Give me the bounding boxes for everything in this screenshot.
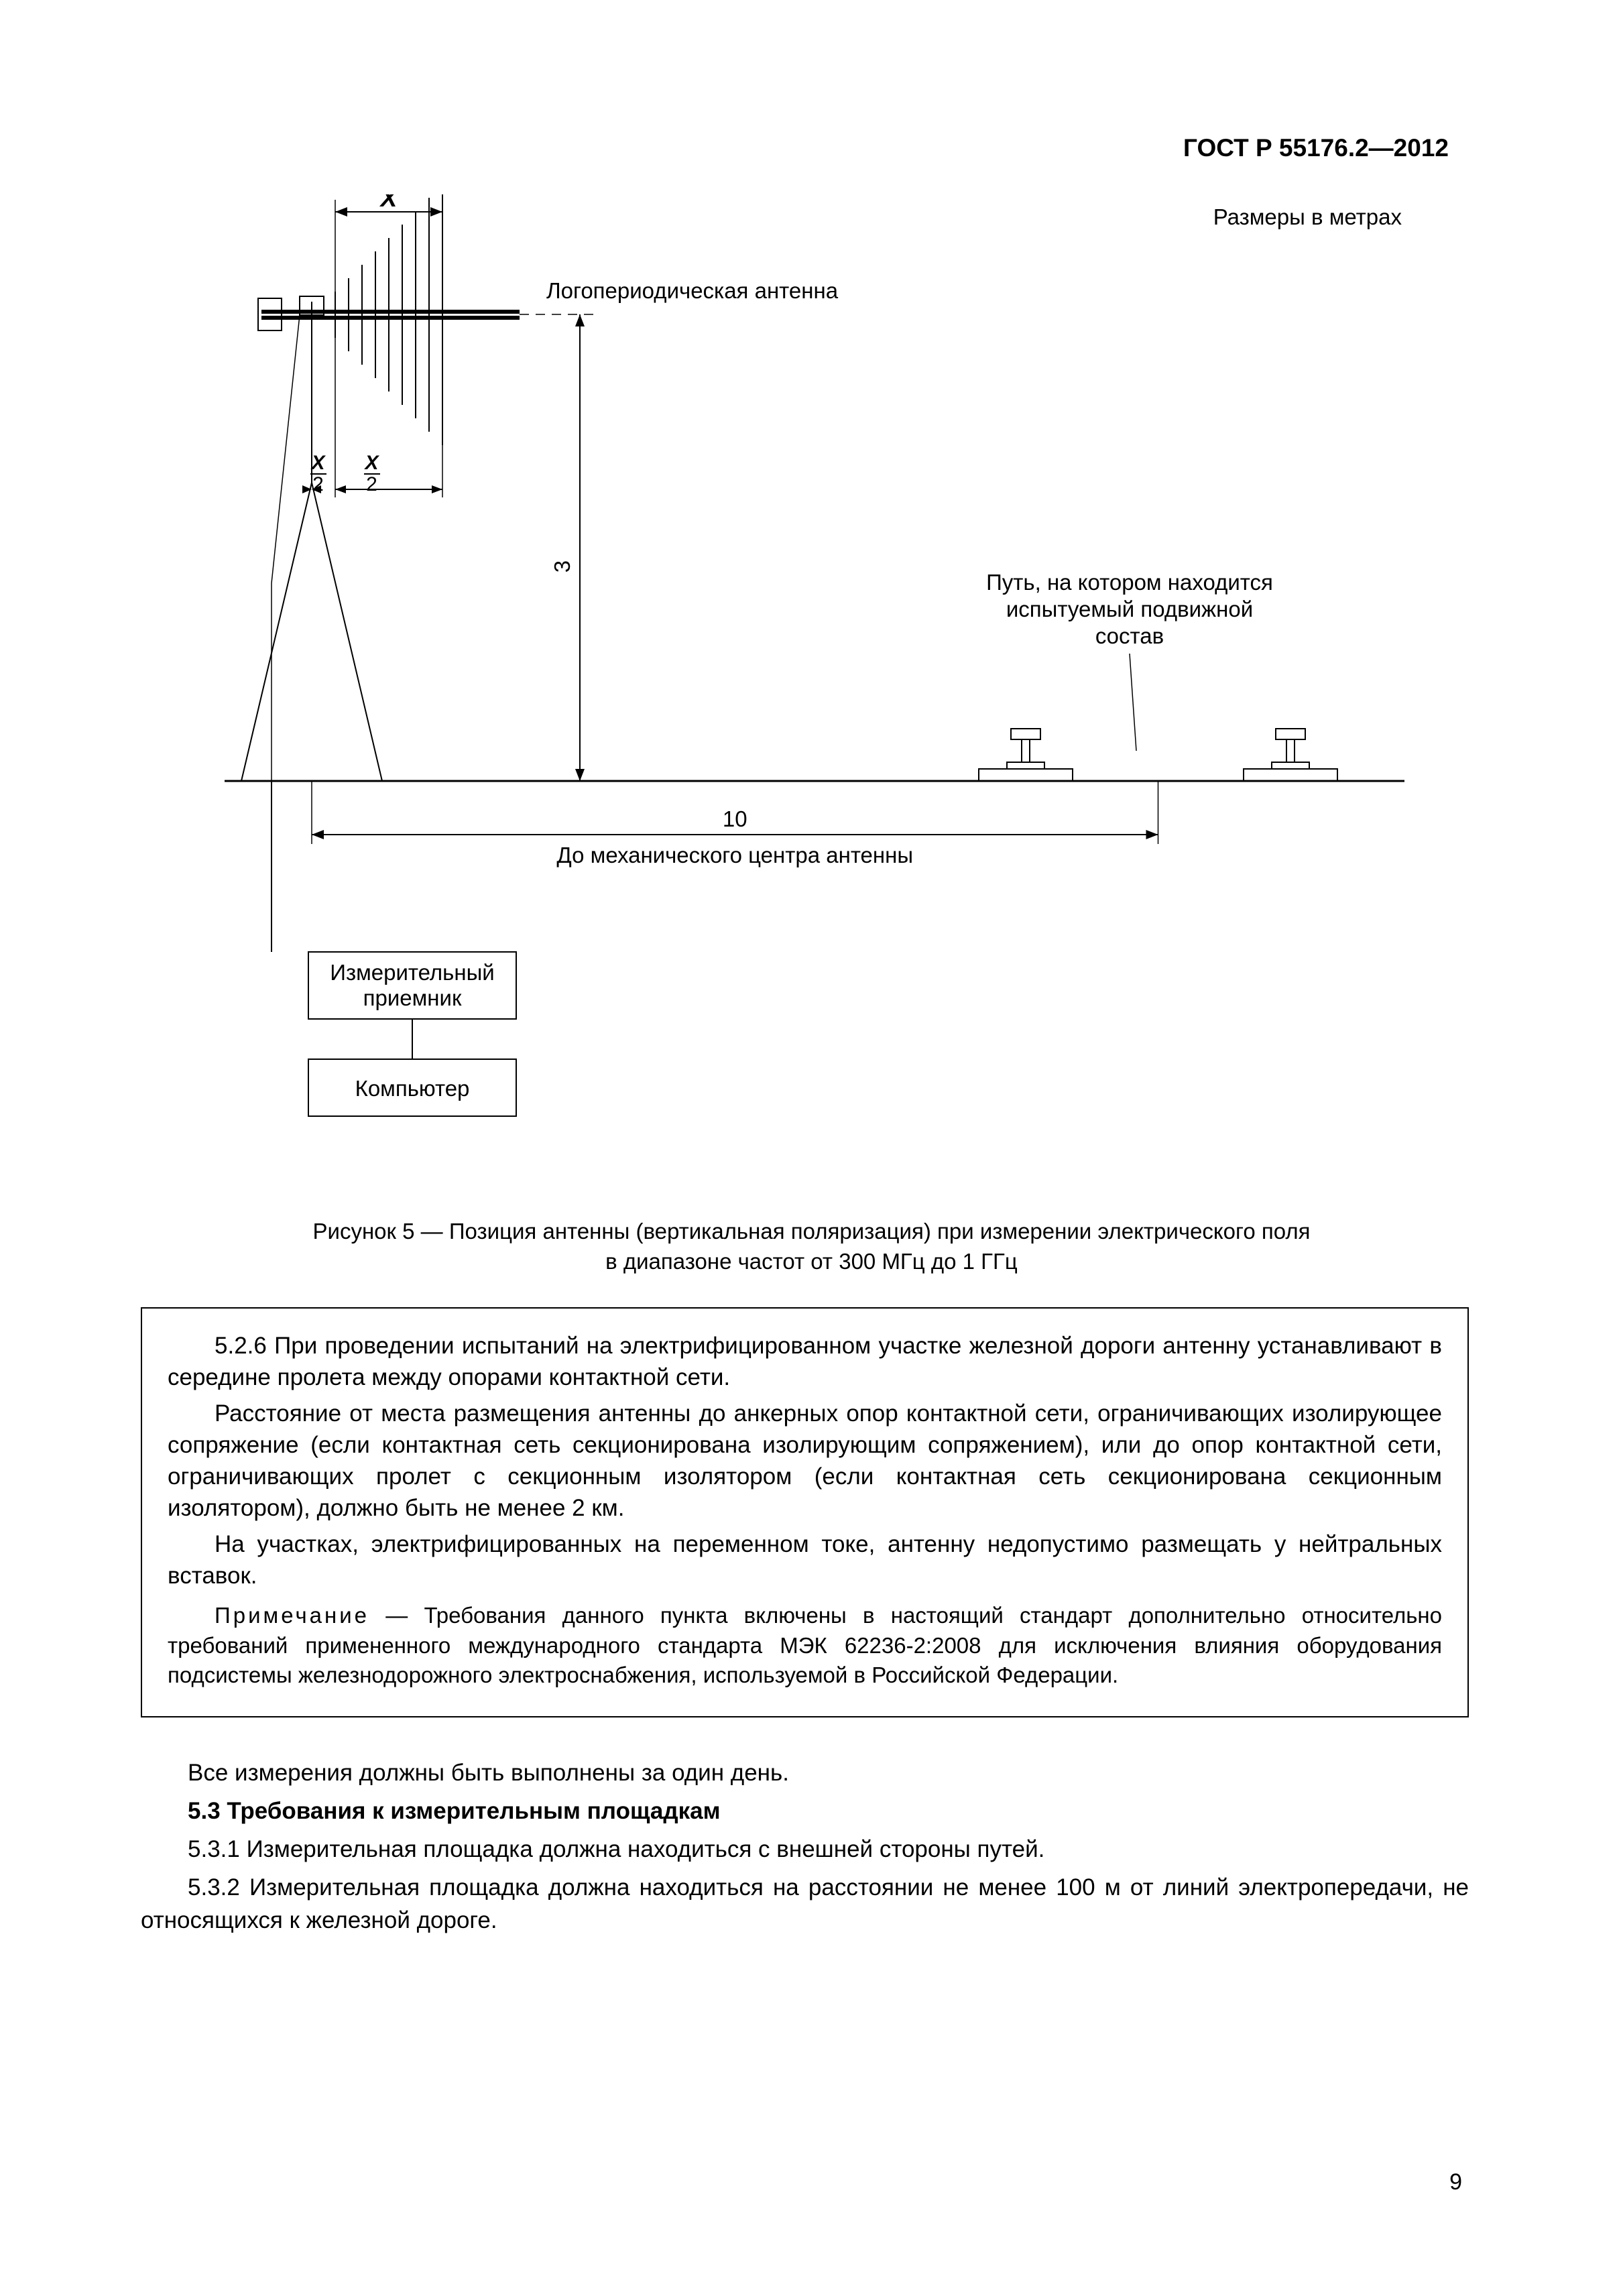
box-p1: 5.2.6 При проведении испытаний на электр…	[168, 1330, 1442, 1394]
page: ГОСТ Р 55176.2—2012 Размеры в метрах XX2…	[0, 0, 1623, 2296]
section-heading: 5.3 Требования к измерительным площадкам	[141, 1795, 1469, 1827]
doc-code: ГОСТ Р 55176.2—2012	[1183, 134, 1449, 162]
page-number: 9	[1449, 2169, 1462, 2195]
body-p2: 5.3.1 Измерительная площадка должна нахо…	[141, 1833, 1469, 1866]
figure-caption: Рисунок 5 — Позиция антенны (вертикальна…	[0, 1217, 1623, 1276]
note-lead: Примечание	[215, 1603, 369, 1628]
body-p1: Все измерения должны быть выполнены за о…	[141, 1756, 1469, 1789]
caption-line2: в диапазоне частот от 300 МГц до 1 ГГц	[605, 1249, 1018, 1274]
svg-text:состав: состав	[1095, 623, 1164, 648]
body-text: Все измерения должны быть выполнены за о…	[141, 1756, 1469, 1942]
svg-text:X: X	[379, 194, 399, 212]
caption-line1: Рисунок 5 — Позиция антенны (вертикальна…	[313, 1219, 1311, 1244]
diagram-svg: XX2X23Логопериодическая антеннаПуть, на …	[225, 194, 1404, 1183]
box-p2: Расстояние от места размещения антенны д…	[168, 1398, 1442, 1524]
box-note: Примечание — Требования данного пункта в…	[168, 1601, 1442, 1691]
body-p3: 5.3.2 Измерительная площадка должна нахо…	[141, 1871, 1469, 1937]
note-box: 5.2.6 При проведении испытаний на электр…	[141, 1307, 1469, 1717]
figure-5-diagram: XX2X23Логопериодическая антеннаПуть, на …	[225, 194, 1404, 1183]
svg-text:До механического центра антенн: До механического центра антенны	[556, 843, 913, 867]
svg-text:3: 3	[550, 560, 575, 572]
svg-text:приемник: приемник	[363, 985, 462, 1010]
svg-text:Компьютер: Компьютер	[355, 1076, 470, 1101]
svg-text:Измерительный: Измерительный	[330, 960, 495, 985]
svg-text:испытуемый подвижной: испытуемый подвижной	[1006, 597, 1253, 621]
svg-text:10: 10	[723, 806, 747, 831]
svg-text:Логопериодическая антенна: Логопериодическая антенна	[546, 278, 839, 303]
box-p3: На участках, электрифицированных на пере…	[168, 1528, 1442, 1592]
svg-text:Путь, на котором находится: Путь, на котором находится	[986, 570, 1273, 595]
